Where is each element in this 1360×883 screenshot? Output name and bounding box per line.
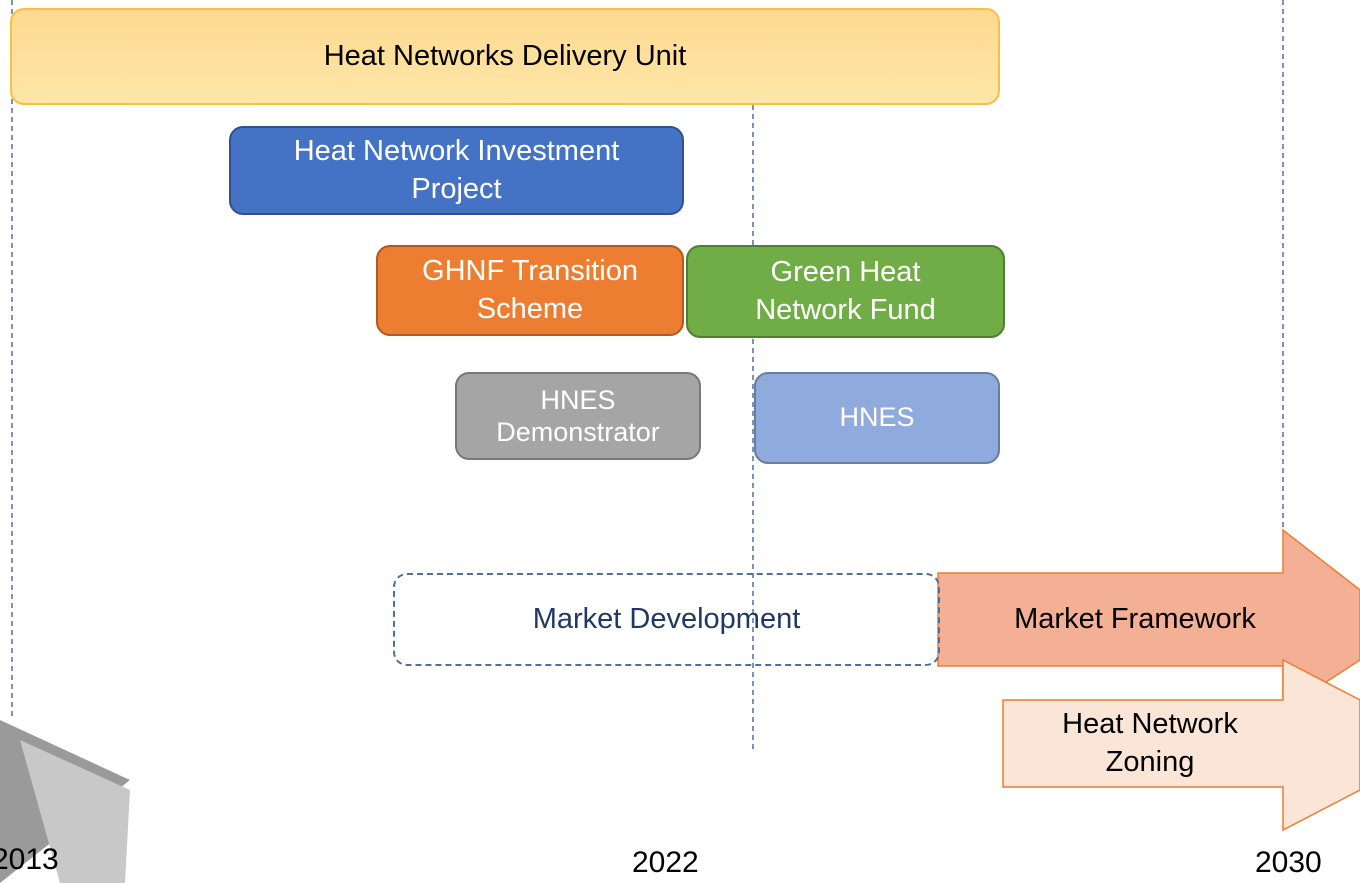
arrow-label: Heat Network Zoning: [1030, 700, 1270, 787]
arrow-label: Market Framework: [965, 573, 1305, 666]
year-label: 2022: [632, 846, 699, 880]
node: Heat Networks Delivery Unit: [10, 8, 1000, 105]
timeline-diagram: Heat Networks Delivery Unit Heat Network…: [0, 0, 1360, 883]
node: Heat Network Investment Project: [229, 126, 684, 215]
node: Green Heat Network Fund: [686, 245, 1005, 338]
year-label: 2013: [0, 843, 59, 877]
node: HNES Demonstrator: [455, 372, 701, 460]
node: HNES: [754, 372, 1000, 464]
year-label: 2030: [1255, 846, 1322, 880]
node: Market Development: [393, 573, 940, 666]
node: GHNF Transition Scheme: [376, 245, 684, 336]
